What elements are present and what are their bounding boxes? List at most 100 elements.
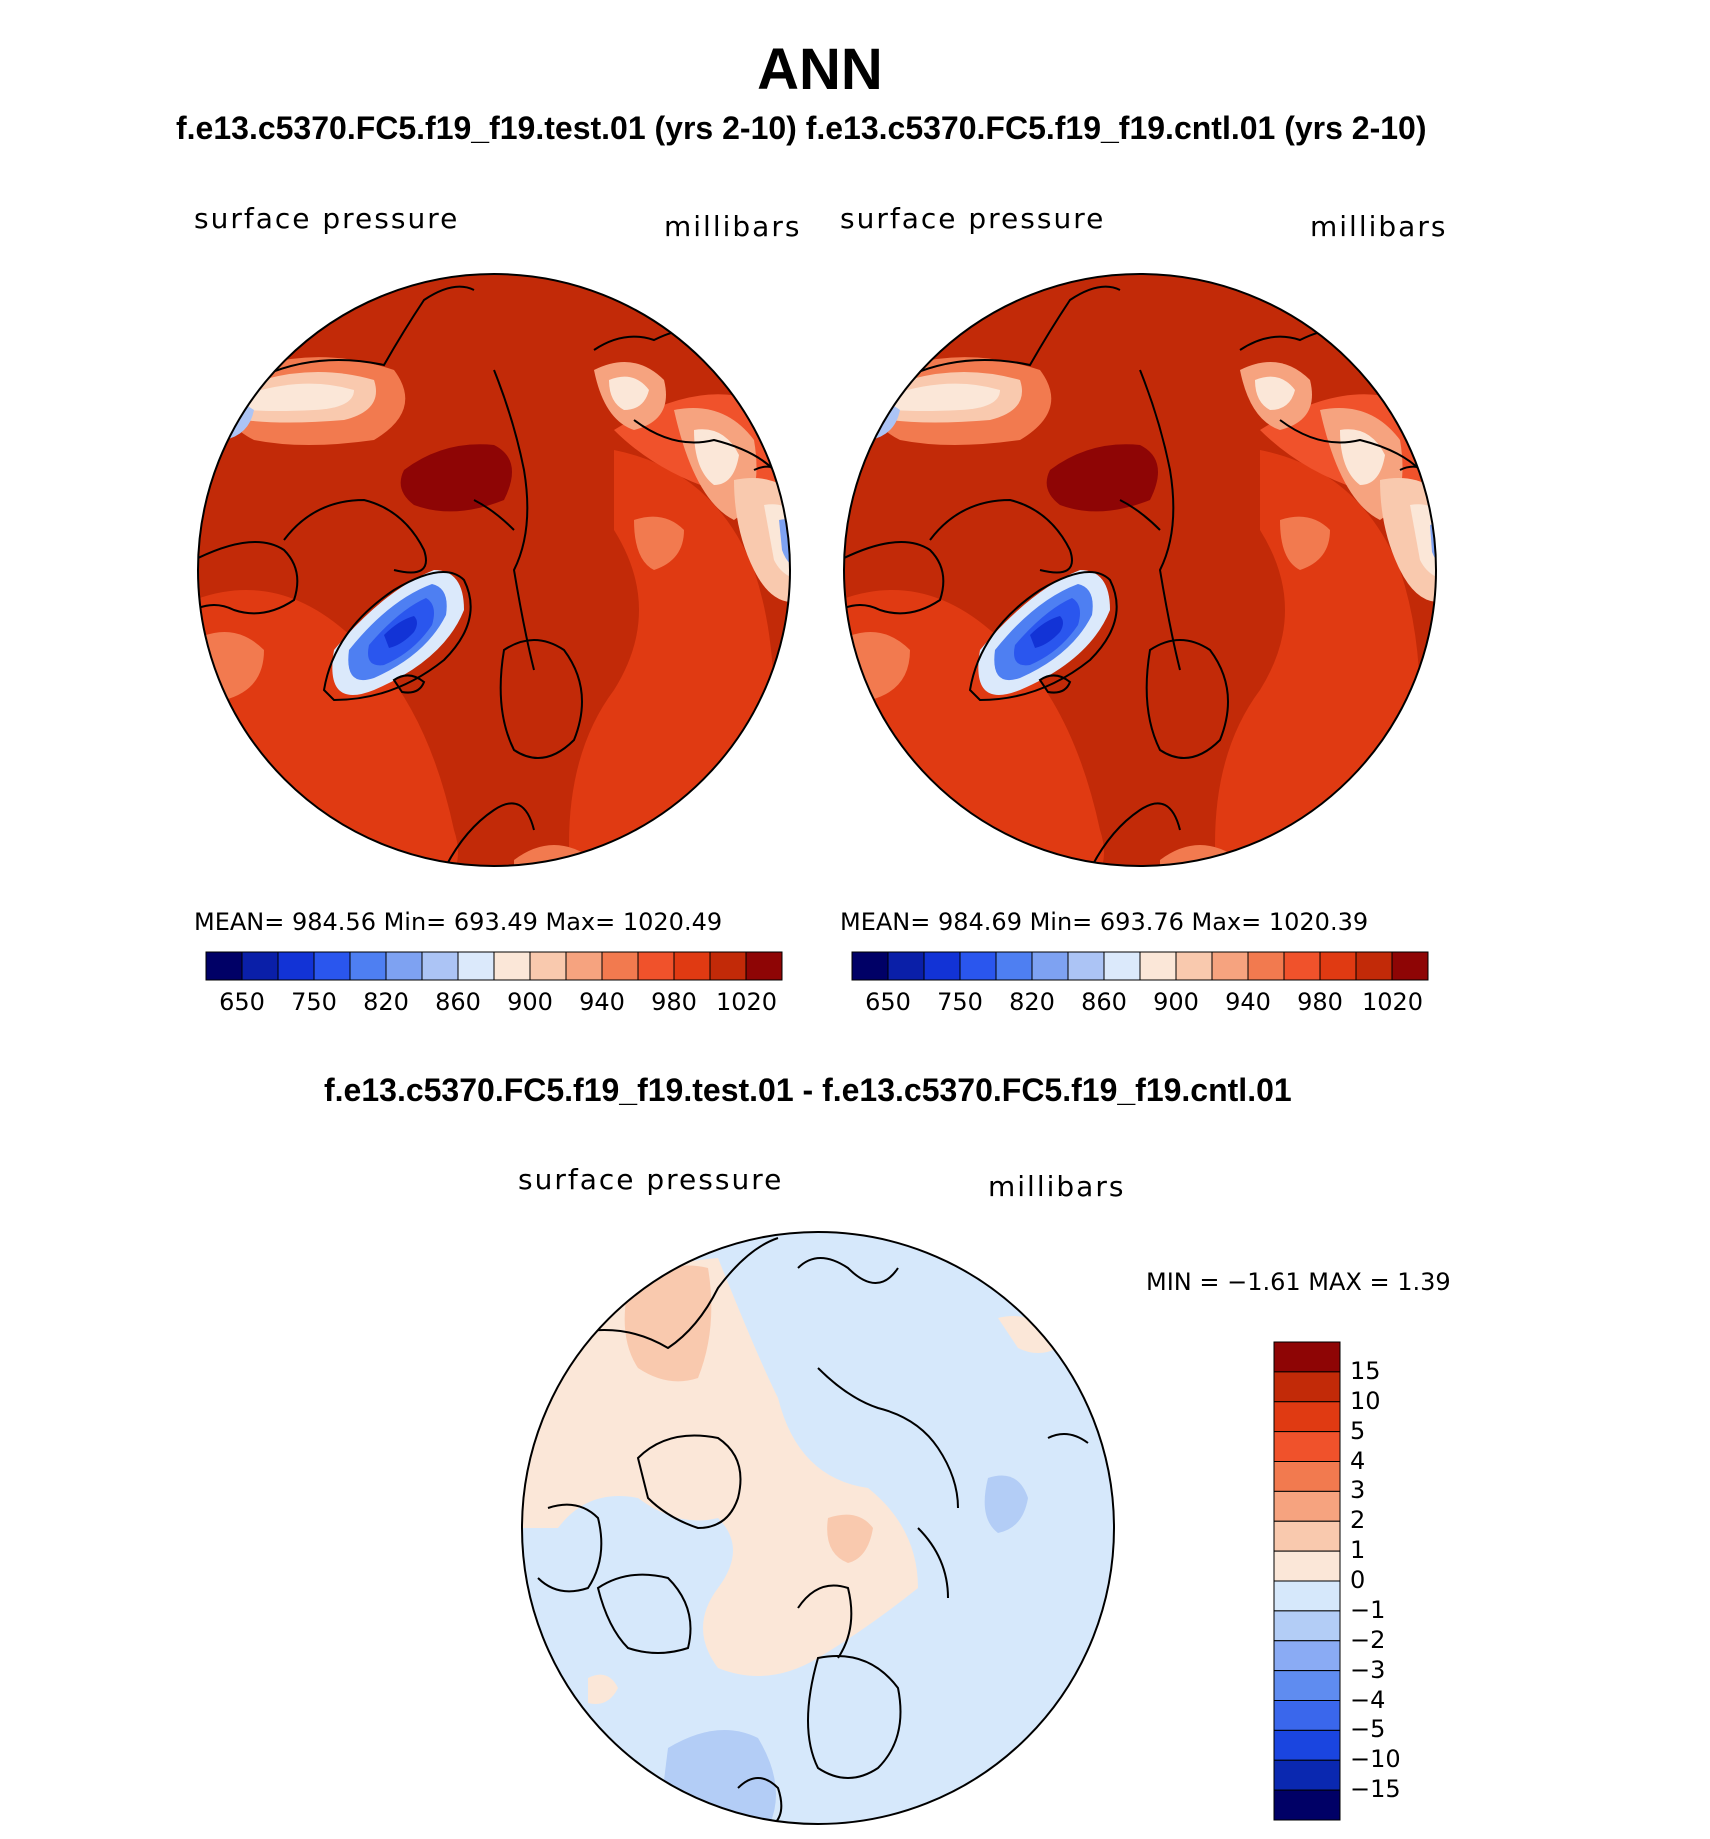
panel1-variable-label: surface pressure bbox=[194, 202, 460, 235]
panel2-stats: MEAN= 984.69 Min= 693.76 Max= 1020.39 bbox=[840, 908, 1369, 936]
panel2-colorbar-tick-label: 980 bbox=[1297, 988, 1343, 1016]
panel3-colorbar-tick-label: −3 bbox=[1350, 1655, 1386, 1684]
panel3-min-max: MIN = −1.61 MAX = 1.39 bbox=[1146, 1268, 1451, 1296]
panel3-colorbar-box bbox=[1273, 1759, 1341, 1791]
panel2-colorbar-tick-label: 1020 bbox=[1362, 988, 1424, 1016]
panel3-colorbar-box bbox=[1273, 1401, 1341, 1433]
panel3-colorbar-box bbox=[1273, 1461, 1341, 1492]
panel1-colorbar-box bbox=[349, 951, 387, 981]
panel2-colorbar-box bbox=[851, 951, 889, 981]
panel3-colorbar-tick-label: −2 bbox=[1350, 1625, 1386, 1654]
panel3-colorbar-tick-label: −5 bbox=[1350, 1715, 1386, 1744]
panel1-colorbar-tick-label: 860 bbox=[435, 988, 481, 1016]
panel1-stats: MEAN= 984.56 Min= 693.49 Max= 1020.49 bbox=[194, 908, 723, 936]
panel3-colorbar-tick-label: −1 bbox=[1350, 1595, 1386, 1624]
panel2-coastlines bbox=[844, 285, 1436, 866]
panel3-colorbar-tick-label: 1 bbox=[1350, 1536, 1366, 1565]
panel2-units-label: millibars bbox=[1310, 210, 1448, 243]
panel2-colorbar-box bbox=[1103, 951, 1141, 981]
panel3-field bbox=[522, 1232, 1114, 1824]
panel3-colorbar-box bbox=[1273, 1789, 1341, 1821]
panel2-colorbar-box bbox=[1211, 951, 1249, 981]
panel3-colorbar-tick-label: −10 bbox=[1350, 1745, 1401, 1774]
panel1-colorbar-box bbox=[529, 951, 567, 981]
panel2-colorbar-box bbox=[995, 951, 1033, 981]
panel2-colorbar-tick-label: 940 bbox=[1225, 988, 1271, 1016]
panel2-colorbar-box bbox=[1067, 951, 1105, 981]
panel3-colorbar-tick-label: 3 bbox=[1350, 1476, 1366, 1505]
panel1-colorbar-box bbox=[709, 951, 747, 981]
panel3-colorbar-tick-label: −4 bbox=[1350, 1685, 1386, 1714]
panel2-colorbar-box bbox=[923, 951, 961, 981]
panel2-colorbar-box bbox=[1355, 951, 1393, 981]
panel1-colorbar-box bbox=[457, 951, 495, 981]
panel3-units-label: millibars bbox=[988, 1170, 1126, 1203]
figure-title: ANN bbox=[757, 37, 883, 102]
panel3-colorbar-box bbox=[1273, 1550, 1341, 1582]
panel3-colorbar-box bbox=[1273, 1341, 1341, 1373]
panel3-map bbox=[521, 1231, 1115, 1825]
panel2-variable-label: surface pressure bbox=[840, 202, 1106, 235]
panel2-colorbar-box bbox=[1139, 951, 1177, 981]
panel2-colorbar-box bbox=[1031, 951, 1069, 981]
panel3-colorbar-box bbox=[1273, 1490, 1341, 1522]
panel1-colorbar-tick-label: 750 bbox=[291, 988, 337, 1016]
panel1-colorbar-box bbox=[385, 951, 423, 981]
panel2-colorbar-box bbox=[1175, 951, 1213, 981]
panel2-map bbox=[843, 273, 1437, 867]
panel3-colorbar-tick-label: 15 bbox=[1350, 1356, 1381, 1385]
panel3-colorbar bbox=[1273, 1341, 1341, 1821]
panel1-colorbar-tick-label: 900 bbox=[507, 988, 553, 1016]
panel1-colorbar-box bbox=[637, 951, 675, 981]
panel3-colorbar-box bbox=[1273, 1371, 1341, 1403]
panel2-colorbar-ticks: 650 750 820 860 900 940 980 1020 bbox=[850, 988, 1430, 1018]
panel1-colorbar-box bbox=[421, 951, 459, 981]
panel2-colorbar-tick-label: 650 bbox=[865, 988, 911, 1016]
panel2-colorbar-tick-label: 820 bbox=[1009, 988, 1055, 1016]
panel3-coastlines bbox=[537, 1237, 1089, 1824]
panel3-colorbar-tick-label: 0 bbox=[1350, 1566, 1366, 1594]
panel1-colorbar-box bbox=[313, 951, 351, 981]
panel2-colorbar-tick-label: 750 bbox=[937, 988, 983, 1016]
panel1-colorbar-box bbox=[493, 951, 531, 981]
panel3-colorbar-tick-label: −15 bbox=[1350, 1775, 1401, 1804]
panel3-colorbar-tick-label: 10 bbox=[1350, 1386, 1381, 1415]
panel2-colorbar-box bbox=[887, 951, 925, 981]
panel1-colorbar-box bbox=[601, 951, 639, 981]
panel3-colorbar-box bbox=[1273, 1520, 1341, 1552]
difference-title: f.e13.c5370.FC5.f19_f19.test.01 - f.e13.… bbox=[324, 1072, 1292, 1108]
panel1-colorbar-box bbox=[277, 951, 315, 981]
panel3-colorbar-box bbox=[1273, 1610, 1341, 1642]
panel3-colorbar-box bbox=[1273, 1431, 1341, 1462]
panel3-colorbar-box bbox=[1273, 1580, 1341, 1612]
panel3-colorbar-box bbox=[1273, 1700, 1341, 1731]
panel3-colorbar-tick-label: 4 bbox=[1350, 1446, 1366, 1475]
panel3-colorbar-tick-label: 2 bbox=[1350, 1506, 1366, 1535]
panel1-colorbar-box bbox=[205, 951, 243, 981]
panel3-colorbar-box bbox=[1273, 1670, 1341, 1701]
panel1-colorbar-tick-label: 980 bbox=[651, 988, 697, 1016]
panel2-colorbar-box bbox=[1391, 951, 1429, 981]
panel1-colorbar-tick-label: 650 bbox=[219, 988, 265, 1016]
panel2-colorbar-box bbox=[959, 951, 997, 981]
panel2-colorbar-box bbox=[1283, 951, 1321, 981]
panel3-colorbar-box bbox=[1273, 1640, 1341, 1672]
panel1-coastlines bbox=[198, 285, 790, 866]
panel2-colorbar-box bbox=[1319, 951, 1357, 981]
panel3-variable-label: surface pressure bbox=[518, 1163, 784, 1196]
panel2-colorbar bbox=[851, 951, 1429, 981]
panel2-colorbar-tick-label: 900 bbox=[1153, 988, 1199, 1016]
panel1-colorbar-tick-label: 940 bbox=[579, 988, 625, 1016]
panel1-colorbar-tick-label: 820 bbox=[363, 988, 409, 1016]
panel1-colorbar-box bbox=[565, 951, 603, 981]
panel1-colorbar-box bbox=[745, 951, 783, 981]
panel2-colorbar-box bbox=[1247, 951, 1285, 981]
panel1-colorbar-box bbox=[673, 951, 711, 981]
panel3-colorbar-ticks: 15 10 5 4 3 2 1 0 −1 −2 −3 −4 −5 −10 −15 bbox=[1350, 1340, 1450, 1822]
figure-subtitle: f.e13.c5370.FC5.f19_f19.test.01 (yrs 2-1… bbox=[176, 110, 1427, 146]
panel1-colorbar-tick-label: 1020 bbox=[716, 988, 778, 1016]
panel1-colorbar-box bbox=[241, 951, 279, 981]
panel1-map bbox=[197, 273, 791, 867]
panel1-colorbar bbox=[205, 951, 783, 981]
panel3-colorbar-tick-label: 5 bbox=[1350, 1416, 1366, 1445]
